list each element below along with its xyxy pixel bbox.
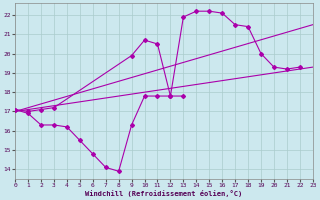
X-axis label: Windchill (Refroidissement éolien,°C): Windchill (Refroidissement éolien,°C) (85, 190, 243, 197)
